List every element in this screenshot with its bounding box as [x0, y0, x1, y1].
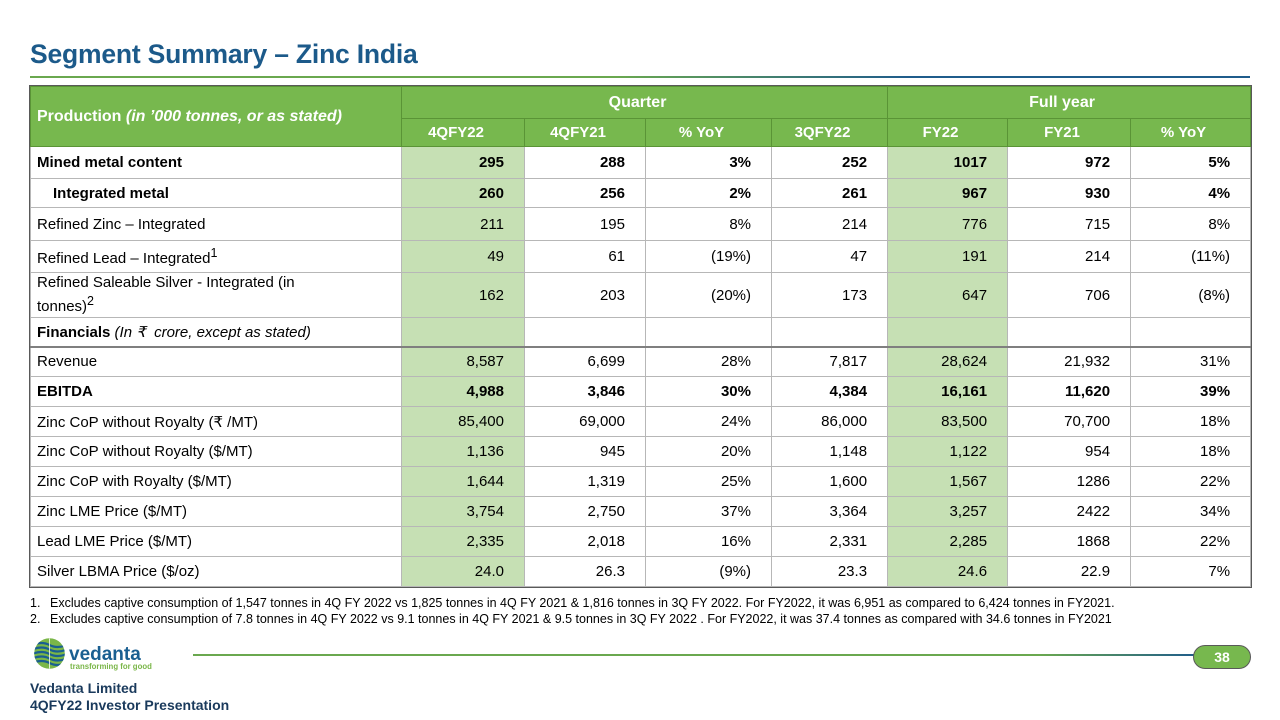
- svg-text:transforming for good: transforming for good: [70, 662, 152, 671]
